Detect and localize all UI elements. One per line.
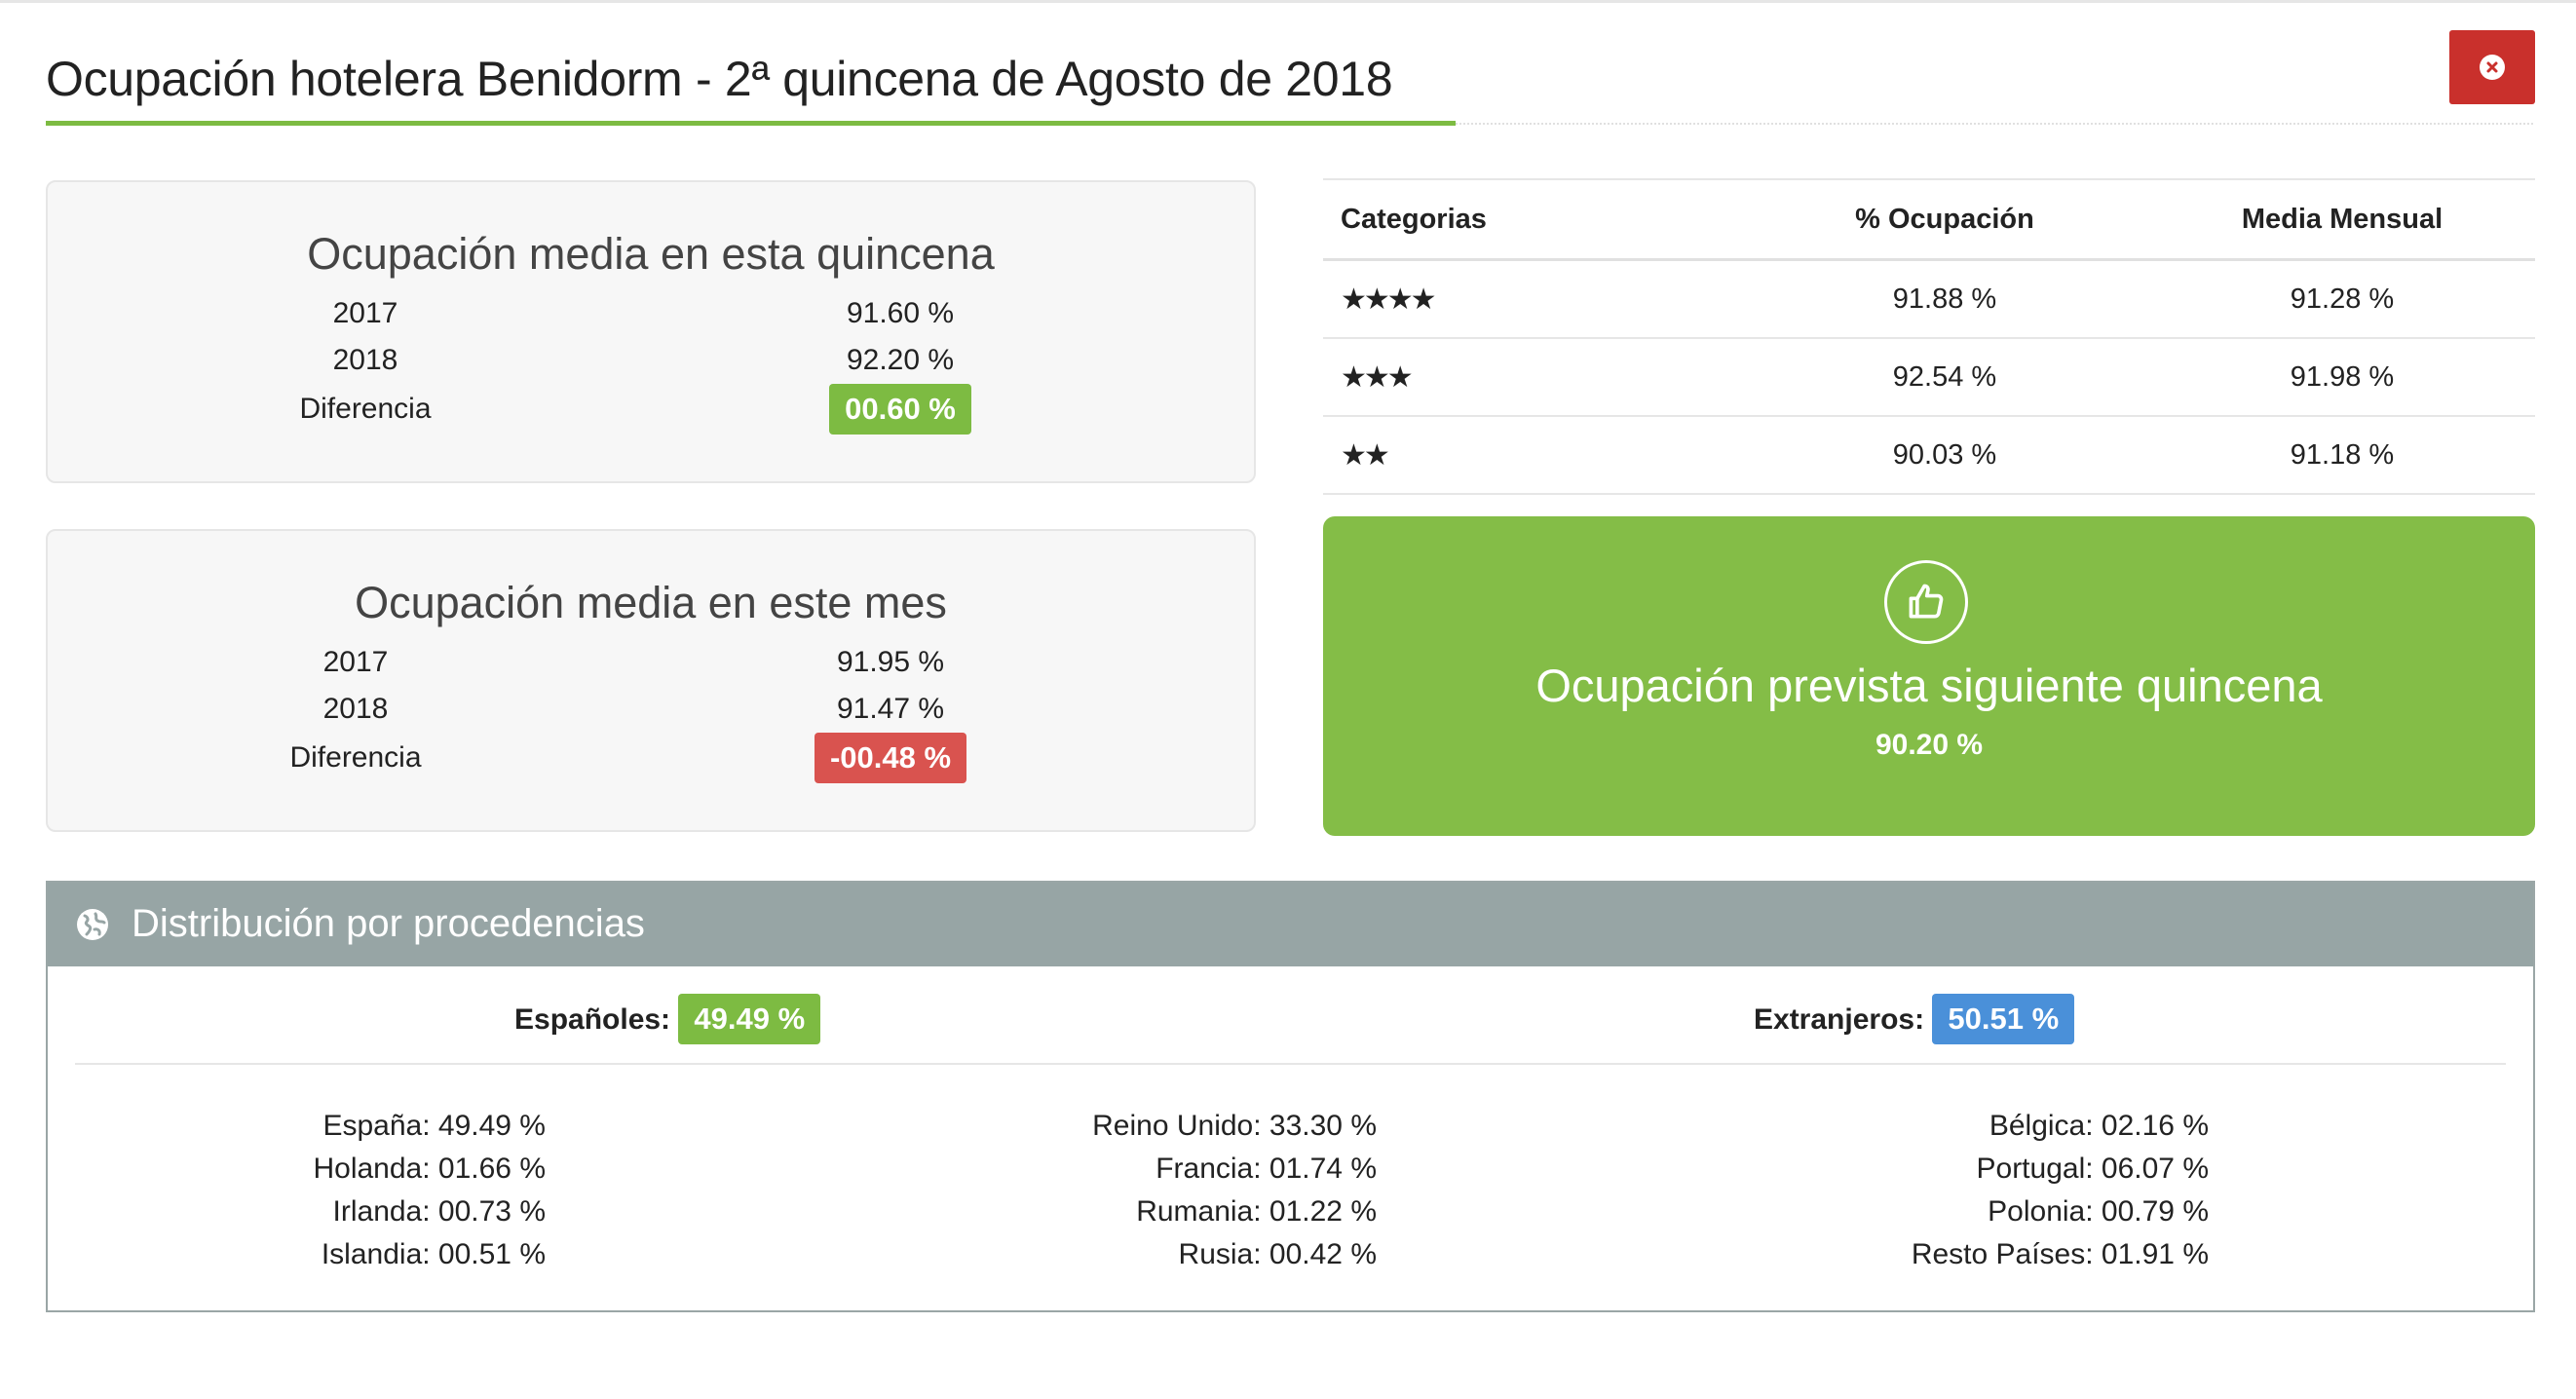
list-item: Bélgica: 02.16 % [1989,1110,2209,1142]
title-divider [1456,123,2533,125]
globe-icon [77,909,108,940]
year-label: 2017 [322,646,389,678]
close-icon [2480,55,2505,80]
title-underline [46,121,1456,126]
country-column-3: Bélgica: 02.16 % Portugal: 06.07 % Polon… [1722,1105,2209,1276]
diff-label: Diferencia [289,741,422,774]
diff-badge: -00.48 % [814,733,967,783]
list-item: España: 49.49 % [322,1110,546,1142]
column-header-monthly: Media Mensual [2149,178,2535,261]
four-stars-icon: ★★★★ [1341,283,1437,316]
list-item: Reino Unido: 33.30 % [1092,1110,1377,1142]
distribution-header: Distribución por procedencias [48,883,2533,966]
year-label: 2017 [332,297,398,329]
year-value: 91.95 % [836,646,945,678]
foreign-badge: 50.51 % [1932,994,2075,1044]
list-item: Rumania: 01.22 % [1136,1195,1377,1228]
year-value: 91.60 % [846,297,955,329]
month-heading: Ocupación media en este mes [355,578,947,627]
top-border [0,0,2576,3]
page-title: Ocupación hotelera Benidorm - 2ª quincen… [46,52,1393,106]
year-label: 2018 [322,693,389,725]
fortnight-heading: Ocupación media en esta quincena [307,229,995,279]
spanish-total: Españoles: 49.49 % [514,994,821,1044]
monthly-cell: 91.28 % [2149,259,2535,339]
list-item: Polonia: 00.79 % [1988,1195,2209,1228]
categories-table: Categorias % Ocupación Media Mensual ★★★… [1323,178,2535,495]
list-item: Holanda: 01.66 % [313,1153,546,1185]
country-column-1: España: 49.49 % Holanda: 01.66 % Irlanda… [58,1105,546,1276]
spanish-badge: 49.49 % [678,994,821,1044]
foreign-total: Extranjeros: 50.51 % [1754,994,2075,1044]
list-item: Islandia: 00.51 % [321,1238,546,1270]
occupancy-cell: 90.03 % [1740,416,2149,495]
occupancy-cell: 92.54 % [1740,338,2149,417]
spanish-label: Españoles: [514,1003,671,1036]
table-row: ★★★★ 91.88 % 91.28 % [1323,259,2535,339]
forecast-panel: Ocupación prevista siguiente quincena 90… [1323,516,2535,836]
three-stars-icon: ★★★ [1341,360,1414,394]
two-stars-icon: ★★ [1341,438,1390,472]
distribution-divider [75,1063,2506,1065]
table-row: ★★★ 92.54 % 91.98 % [1323,338,2535,417]
foreign-label: Extranjeros: [1754,1003,1925,1036]
diff-label: Diferencia [299,393,432,425]
country-column-2: Reino Unido: 33.30 % Francia: 01.74 % Ru… [890,1105,1377,1276]
table-header-row: Categorias % Ocupación Media Mensual [1323,178,2535,261]
list-item: Rusia: 00.42 % [1178,1238,1377,1270]
forecast-title: Ocupación prevista siguiente quincena [1535,660,2323,711]
forecast-value: 90.20 % [1875,729,1984,761]
fortnight-occupancy-panel: Ocupación media en esta quincena 2017 91… [46,180,1256,483]
distribution-panel: Distribución por procedencias Españoles:… [46,881,2535,1312]
table-row: ★★ 90.03 % 91.18 % [1323,416,2535,495]
list-item: Francia: 01.74 % [1155,1153,1377,1185]
diff-badge: 00.60 % [829,384,971,435]
list-item: Portugal: 06.07 % [1976,1153,2210,1185]
year-label: 2018 [332,344,398,376]
monthly-cell: 91.98 % [2149,338,2535,417]
column-header-categories: Categorias [1323,178,1740,261]
month-occupancy-panel: Ocupación media en este mes 2017 91.95 %… [46,529,1256,832]
close-button[interactable] [2449,30,2535,104]
thumbs-up-icon [1884,560,1968,644]
occupancy-cell: 91.88 % [1740,259,2149,339]
year-value: 91.47 % [836,693,945,725]
year-value: 92.20 % [846,344,955,376]
list-item: Resto Países: 01.91 % [1911,1238,2209,1270]
distribution-title: Distribución por procedencias [132,902,645,945]
column-header-occupancy: % Ocupación [1740,178,2149,261]
monthly-cell: 91.18 % [2149,416,2535,495]
list-item: Irlanda: 00.73 % [332,1195,546,1228]
